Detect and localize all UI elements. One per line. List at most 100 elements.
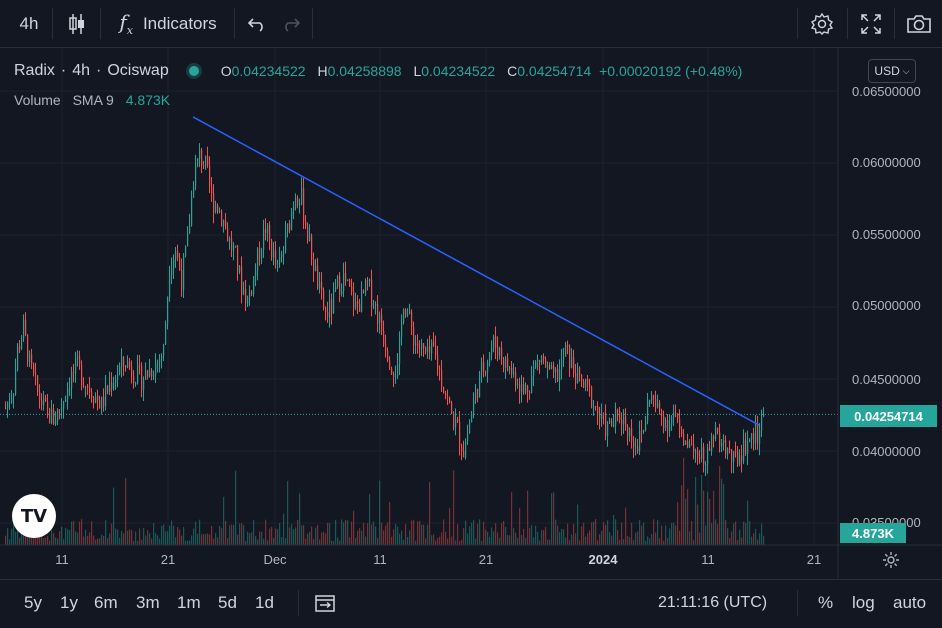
candle-body [313,259,315,272]
symbol-name[interactable]: Radix [14,62,55,79]
candle-body [517,384,519,386]
auto-toggle[interactable]: auto [893,593,927,612]
volume-bar [655,532,657,545]
candle-body [569,346,571,368]
candle-body [447,396,449,398]
candle-body [157,362,159,364]
candle-body [755,425,757,444]
candle-body [315,265,317,272]
volume-bar [505,526,507,545]
volume-bar [687,488,689,545]
candle-body [429,346,431,354]
chart-area[interactable] [0,48,942,578]
log-toggle[interactable]: log [852,593,875,612]
candle-body [33,364,35,374]
candle-body [575,372,577,383]
range-6m[interactable]: 6m [94,593,118,612]
range-1d[interactable]: 1d [255,593,274,612]
volume-bar [441,532,443,545]
candle-body [165,323,167,345]
redo-icon[interactable] [278,0,304,47]
volume-bar [301,525,303,545]
volume-bar [169,525,171,545]
candle-body [381,314,383,331]
candle-body [445,393,447,397]
volume-bar [265,519,267,545]
volume-bar [237,534,239,545]
volume-bar [199,519,201,545]
candle-body [193,186,195,198]
volume-bar [537,531,539,545]
candle-body [679,418,681,430]
tradingview-logo-icon[interactable]: TV [12,494,56,538]
axis-settings-icon[interactable] [881,550,901,570]
indicators-button[interactable]: fx Indicators [110,0,226,47]
candle-body [549,365,551,369]
volume-bar [289,527,291,545]
camera-icon[interactable] [902,0,936,47]
candle-body [325,307,327,312]
range-3m[interactable]: 3m [136,593,160,612]
candle-body [39,392,41,401]
candle-body [735,451,737,453]
candle-body [233,246,235,251]
volume-bar [17,519,19,545]
volume-bar [565,537,567,545]
volume-bar [723,484,725,545]
candle-body [479,371,481,398]
volume-bar [487,531,489,545]
candle-body [277,263,279,265]
candle-body [91,392,93,398]
price-chart[interactable] [0,48,942,578]
candle-body [535,361,537,368]
volume-bar [129,529,131,545]
trend-line [192,116,760,426]
volume-bar [175,537,177,545]
volume-bar [457,524,459,545]
volume-bars [5,457,765,545]
candle-body [179,257,181,270]
volume-bar [691,521,693,545]
volume-bar [351,521,353,545]
volume-bar [89,532,91,545]
volume-bar [729,538,731,545]
settings-gear-icon[interactable] [806,0,838,47]
volume-bar [491,527,493,545]
volume-bar [243,524,245,545]
bottom-divider [797,590,798,616]
interval-button[interactable]: 4h [10,0,48,47]
volume-bar [671,522,673,545]
candle-body [163,344,165,356]
volume-bar [423,524,425,545]
range-1m[interactable]: 1m [177,593,201,612]
volume-bar [213,538,215,545]
date-range-icon[interactable] [314,580,336,626]
candle-body [677,413,679,419]
candle-body [437,354,439,370]
range-5d[interactable]: 5d [218,593,237,612]
percent-toggle[interactable]: % [818,593,834,612]
volume-bar [103,535,105,545]
volume-bar [713,490,715,545]
volume-bar [647,536,649,545]
indicators-label: Indicators [142,13,217,33]
volume-bar [409,530,411,545]
volume-bar [339,540,341,545]
candle-body [187,233,189,247]
volume-bar [411,520,413,545]
fullscreen-icon[interactable] [856,0,886,47]
undo-icon[interactable] [244,0,270,47]
utc-clock[interactable]: 21:11:16 (UTC) [658,594,768,611]
candle-body [147,370,149,377]
candles-icon[interactable] [62,0,92,47]
volume-bar [643,522,645,545]
volume-bar [327,522,329,545]
currency-select[interactable]: USD ⌵ [868,59,916,83]
candle-body [13,393,15,398]
volume-legend: Volume SMA 9 4.873K [14,92,170,108]
volume-bar [313,539,315,545]
volume-bar [113,487,115,545]
range-5y[interactable]: 5y [24,593,42,612]
volume-bar [361,530,363,545]
range-1y[interactable]: 1y [60,593,78,612]
